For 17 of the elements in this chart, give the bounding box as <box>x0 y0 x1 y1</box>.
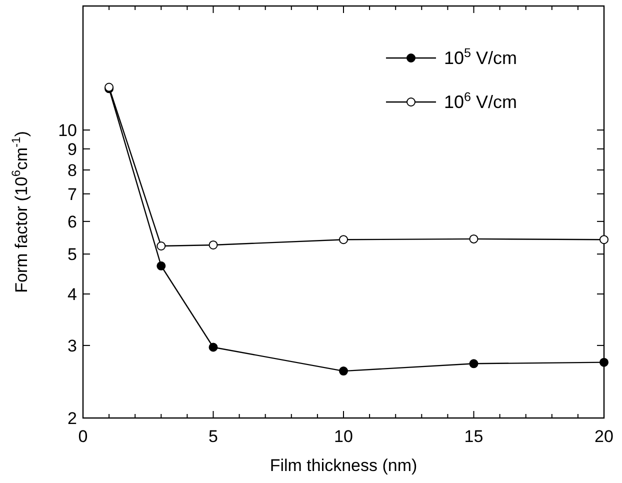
y-tick-label: 3 <box>68 336 77 356</box>
y-tick-label: 10 <box>58 121 77 140</box>
y-tick-label: 9 <box>68 140 77 159</box>
x-tick-label: 10 <box>334 427 353 446</box>
x-axis-title: Film thickness (nm) <box>270 456 418 475</box>
y-tick-label: 6 <box>68 212 77 232</box>
x-tick-label: 5 <box>208 427 218 446</box>
y-tick-label: 7 <box>68 184 77 204</box>
x-tick-label: 0 <box>78 427 88 446</box>
y-tick-label: 8 <box>68 160 77 180</box>
legend-label: 10$^{6}$ V/cm <box>444 90 518 112</box>
x-tick-label: 15 <box>464 427 484 446</box>
y-tick-label: 4 <box>68 284 77 304</box>
y-tick-label: 5 <box>68 245 77 264</box>
legend-label: 10$^{5}$ V/cm <box>444 46 518 68</box>
x-tick-label: 20 <box>594 427 614 446</box>
y-tick-label: 2 <box>68 409 77 428</box>
